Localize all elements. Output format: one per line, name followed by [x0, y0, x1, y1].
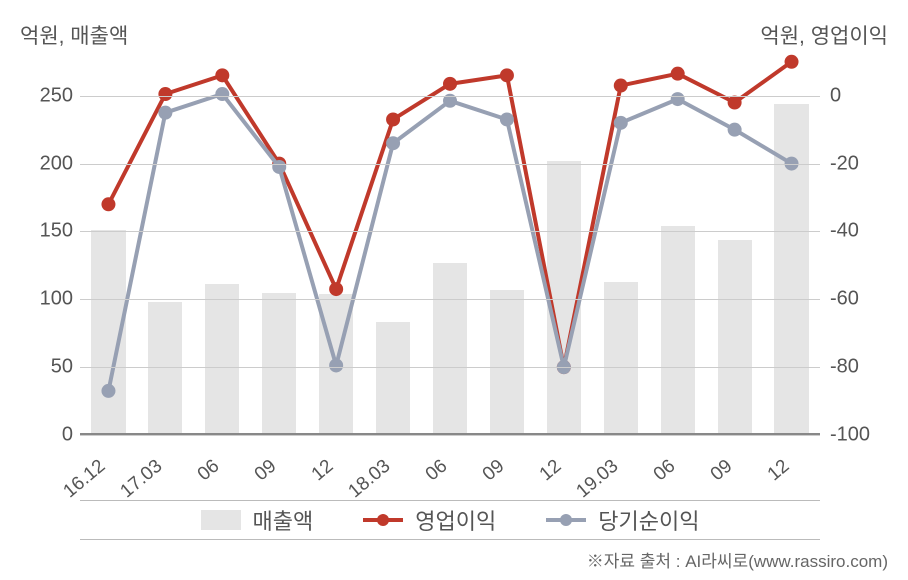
legend-label-line-1: 영업이익 — [415, 504, 496, 536]
x-tick: 06 — [194, 456, 224, 486]
legend: 매출액 영업이익 당기순이익 — [80, 500, 820, 540]
series-marker — [101, 197, 115, 211]
gridline — [80, 435, 820, 436]
right-axis-label: 억원, 영업이익 — [760, 20, 888, 50]
legend-label-bars: 매출액 — [253, 504, 314, 536]
footer-attribution: ※자료 출처 : AI라씨로(www.rassiro.com) — [587, 547, 888, 572]
y-tick-right: -40 — [830, 220, 859, 243]
left-axis-label: 억원, 매출액 — [20, 20, 128, 50]
series-marker — [614, 79, 628, 93]
y-tick-left: 200 — [40, 152, 73, 175]
series-marker — [329, 282, 343, 296]
gridline — [80, 367, 820, 368]
y-tick-right: 0 — [830, 84, 841, 107]
baseline — [80, 433, 820, 435]
series-marker — [728, 123, 742, 137]
series-marker — [671, 67, 685, 81]
series-marker — [443, 77, 457, 91]
series-marker — [386, 112, 400, 126]
series-marker — [215, 68, 229, 82]
chart-container: 억원, 매출액 억원, 영업이익 매출액 영업이익 당기순이익 ※자료 출처 :… — [0, 0, 908, 580]
series-marker — [329, 358, 343, 372]
line-overlay — [80, 55, 820, 435]
gridline — [80, 299, 820, 300]
x-tick: 12 — [536, 456, 566, 486]
series-marker — [671, 92, 685, 106]
legend-item-bars: 매출액 — [201, 504, 314, 536]
x-tick: 12 — [763, 456, 793, 486]
series-marker — [500, 68, 514, 82]
series-marker — [614, 116, 628, 130]
y-tick-right: -100 — [830, 424, 870, 447]
series-marker — [500, 112, 514, 126]
y-tick-left: 150 — [40, 220, 73, 243]
y-tick-right: -80 — [830, 356, 859, 379]
series-line — [108, 94, 791, 391]
x-tick: 06 — [649, 456, 679, 486]
legend-item-line-1: 영업이익 — [363, 504, 496, 536]
series-marker — [158, 87, 172, 101]
x-tick: 19.03 — [572, 456, 623, 503]
y-tick-left: 50 — [51, 356, 73, 379]
legend-swatch-line-2-icon — [546, 510, 586, 530]
legend-swatch-line-1-icon — [363, 510, 403, 530]
series-marker — [785, 55, 799, 69]
x-tick: 09 — [706, 456, 736, 486]
x-tick: 18.03 — [345, 456, 396, 503]
series-marker — [272, 160, 286, 174]
x-tick: 06 — [422, 456, 452, 486]
legend-swatch-bar-icon — [201, 510, 241, 530]
series-marker — [728, 96, 742, 110]
plot-area — [80, 55, 820, 435]
y-tick-left: 100 — [40, 288, 73, 311]
y-tick-right: -20 — [830, 152, 859, 175]
x-tick: 09 — [479, 456, 509, 486]
y-tick-right: -60 — [830, 288, 859, 311]
series-marker — [386, 136, 400, 150]
legend-label-line-2: 당기순이익 — [598, 504, 699, 536]
x-tick: 09 — [251, 456, 281, 486]
series-marker — [158, 106, 172, 120]
y-tick-left: 250 — [40, 84, 73, 107]
gridline — [80, 231, 820, 232]
gridline — [80, 96, 820, 97]
x-tick: 16.12 — [60, 456, 111, 503]
series-marker — [215, 87, 229, 101]
series-marker — [101, 384, 115, 398]
gridline — [80, 164, 820, 165]
x-tick: 17.03 — [117, 456, 168, 503]
x-tick: 12 — [308, 456, 338, 486]
legend-item-line-2: 당기순이익 — [546, 504, 699, 536]
y-tick-left: 0 — [62, 424, 73, 447]
